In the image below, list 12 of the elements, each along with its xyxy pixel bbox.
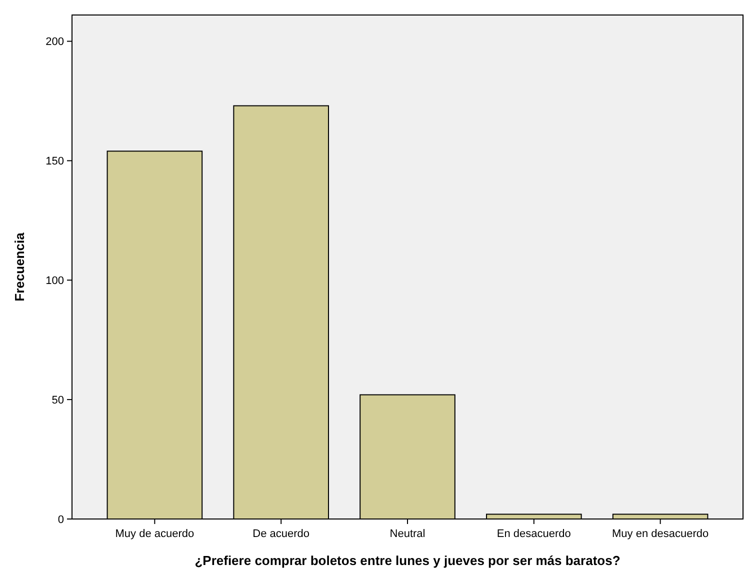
y-tick-label: 150: [46, 156, 64, 168]
x-tick-label: En desacuerdo: [496, 528, 571, 540]
x-tick-label: Muy de acuerdo: [115, 528, 194, 540]
x-tick-label: Muy en desacuerdo: [612, 528, 709, 540]
y-axis-title: Frecuencia: [12, 232, 27, 302]
y-tick-label: 50: [52, 394, 64, 406]
y-tick-label: 0: [58, 514, 64, 526]
x-axis-title: ¿Prefiere comprar boletos entre lunes y jueves por ser más baratos?: [194, 553, 620, 568]
x-tick-label: Neutral: [390, 528, 426, 540]
y-tick-label: 100: [46, 274, 64, 287]
x-tick-label: De acuerdo: [252, 528, 310, 540]
y-tick-label: 200: [46, 36, 64, 48]
